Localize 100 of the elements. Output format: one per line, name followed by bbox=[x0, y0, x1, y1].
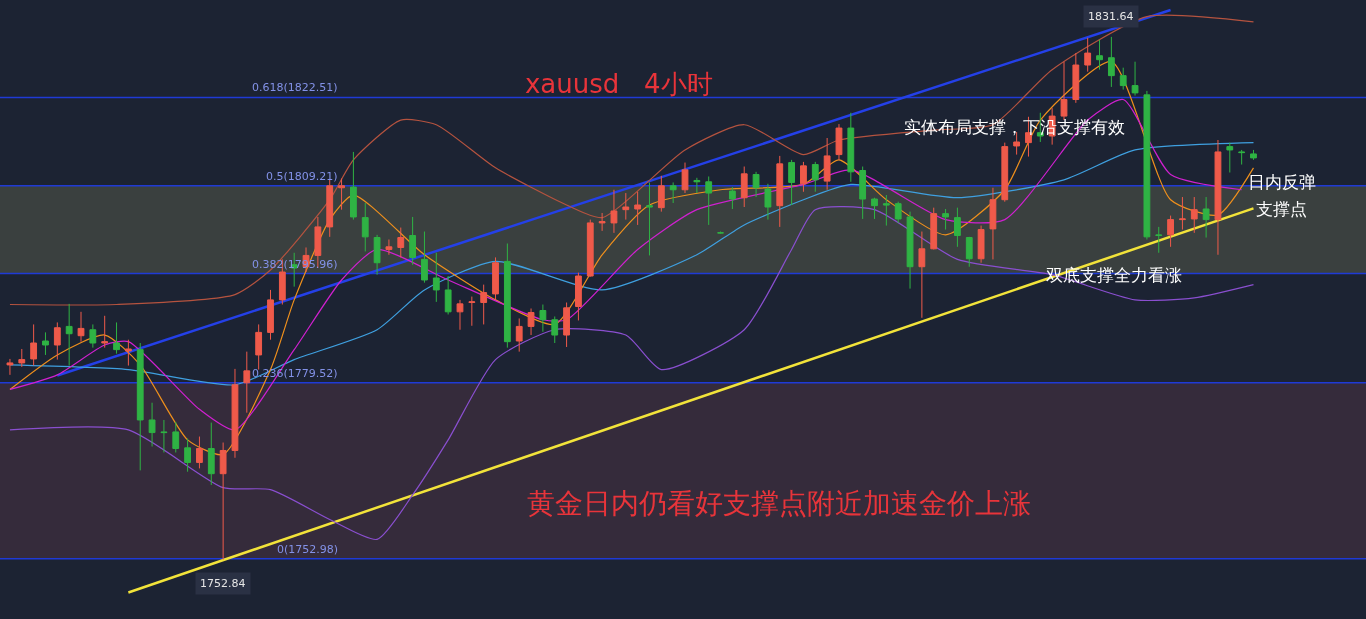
candlestick bbox=[255, 323, 263, 371]
candlestick bbox=[527, 308, 535, 336]
candlestick bbox=[267, 289, 274, 341]
candlestick bbox=[1013, 131, 1021, 156]
candlestick bbox=[871, 197, 878, 220]
candlestick bbox=[634, 191, 642, 226]
candlestick bbox=[918, 231, 926, 319]
candlestick bbox=[385, 239, 393, 256]
candlestick bbox=[432, 252, 440, 303]
candlestick bbox=[480, 284, 488, 325]
candlestick bbox=[160, 419, 168, 453]
candlestick bbox=[148, 402, 156, 447]
candlestick bbox=[1119, 67, 1127, 91]
candlestick bbox=[586, 219, 594, 278]
candlestick bbox=[622, 192, 630, 221]
candlestick bbox=[421, 231, 428, 284]
candlestick bbox=[492, 256, 499, 301]
candlestick bbox=[503, 242, 511, 349]
candlestick bbox=[1250, 149, 1257, 161]
candlestick bbox=[1179, 196, 1186, 231]
candlestick bbox=[977, 225, 985, 264]
candlestick bbox=[1226, 142, 1234, 173]
candlestick bbox=[409, 216, 417, 266]
candlestick bbox=[563, 302, 570, 348]
candlestick bbox=[1238, 149, 1246, 166]
candlestick bbox=[444, 275, 452, 315]
candlestick bbox=[219, 442, 227, 561]
candlestick bbox=[539, 304, 547, 333]
candlestick bbox=[397, 227, 405, 258]
candlestick bbox=[77, 311, 85, 343]
candlestick bbox=[847, 112, 855, 183]
candlestick bbox=[598, 212, 606, 232]
candlestick bbox=[989, 187, 997, 260]
candlestick bbox=[30, 323, 38, 367]
candlestick bbox=[965, 236, 973, 268]
candlestick bbox=[800, 161, 807, 193]
candlestick bbox=[350, 151, 357, 221]
candlestick bbox=[669, 181, 677, 204]
candlestick bbox=[764, 183, 772, 221]
candlestick bbox=[894, 201, 902, 224]
candlestick bbox=[515, 317, 523, 353]
candlestick bbox=[1084, 37, 1092, 73]
candlestick bbox=[1190, 196, 1198, 234]
candlestick bbox=[551, 315, 559, 344]
candlestick bbox=[705, 175, 713, 226]
candlestick bbox=[42, 331, 49, 356]
candlestick bbox=[776, 155, 784, 228]
ref-line-label: 0.618(1822.51) bbox=[252, 81, 338, 94]
candlestick bbox=[954, 207, 961, 248]
annotation: 黄金日内仍看好支撑点附近加速金价上涨 bbox=[527, 487, 1031, 520]
annotation: 1831.64 bbox=[1088, 10, 1134, 23]
candlestick bbox=[231, 368, 239, 459]
candlestick bbox=[243, 351, 251, 414]
candlestick bbox=[6, 358, 14, 376]
candlestick bbox=[1167, 215, 1174, 248]
ref-line-label: 0(1752.98) bbox=[277, 543, 339, 556]
candlestick bbox=[1131, 61, 1139, 97]
candlestick bbox=[788, 159, 795, 206]
candlestick bbox=[53, 321, 61, 361]
candlestick bbox=[338, 177, 345, 211]
candlestick bbox=[835, 123, 843, 161]
candlestick bbox=[124, 339, 132, 367]
candlestick bbox=[1001, 142, 1009, 203]
candlestick bbox=[575, 272, 582, 321]
candlestick bbox=[740, 166, 748, 208]
candlestick bbox=[101, 315, 109, 349]
candlestick bbox=[136, 342, 144, 471]
candlestick bbox=[65, 303, 73, 367]
candlestick bbox=[859, 166, 867, 220]
candlestick bbox=[930, 207, 938, 250]
candlestick bbox=[681, 162, 689, 194]
candlestick bbox=[468, 296, 476, 327]
candlestick bbox=[1107, 36, 1115, 88]
candlestick bbox=[196, 436, 203, 469]
candlestick bbox=[610, 189, 618, 234]
candlestick bbox=[373, 234, 381, 276]
candlestick bbox=[113, 321, 120, 355]
candlestick bbox=[1155, 226, 1163, 254]
candlestick bbox=[18, 348, 26, 368]
candlestick bbox=[1143, 90, 1151, 241]
candlestick bbox=[882, 194, 890, 227]
annotation: 支撑点 bbox=[1256, 199, 1307, 219]
candlestick bbox=[89, 323, 97, 349]
text: xauusd 4小时 bbox=[524, 68, 713, 99]
candlestick bbox=[717, 231, 724, 235]
annotation: 1752.84 bbox=[200, 577, 246, 590]
candlestick bbox=[1096, 39, 1103, 71]
candlestick bbox=[752, 171, 760, 198]
candlestick bbox=[1214, 139, 1222, 256]
candlestick bbox=[207, 422, 215, 486]
candlestick bbox=[1060, 61, 1068, 121]
candlestick bbox=[906, 211, 914, 290]
candlestick bbox=[172, 421, 180, 453]
candlestick bbox=[361, 202, 369, 252]
candlestick bbox=[657, 175, 665, 213]
candlestick bbox=[456, 299, 464, 331]
candlestick bbox=[823, 137, 831, 191]
candlestick bbox=[811, 161, 819, 193]
candlestick bbox=[728, 186, 736, 210]
candlestick bbox=[942, 208, 949, 231]
